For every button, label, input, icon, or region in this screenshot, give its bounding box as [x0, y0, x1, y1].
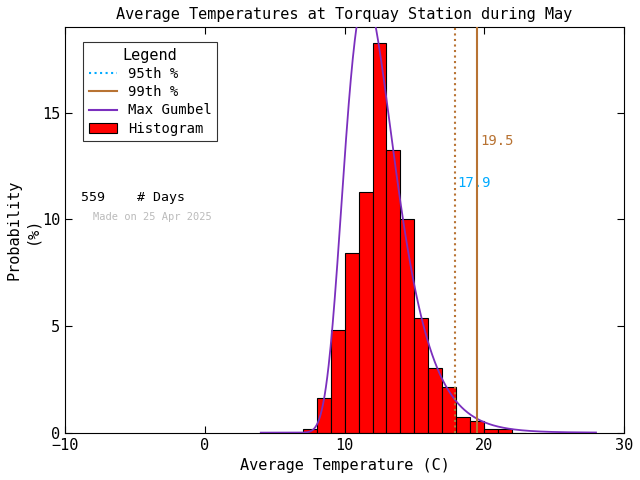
Bar	[484, 429, 498, 432]
Bar	[372, 43, 387, 432]
X-axis label: Average Temperature (C): Average Temperature (C)	[239, 458, 449, 473]
Bar	[303, 429, 317, 432]
Legend: 95th %, 99th %, Max Gumbel, Histogram: 95th %, 99th %, Max Gumbel, Histogram	[83, 42, 217, 141]
Bar	[498, 429, 512, 432]
Bar	[344, 253, 358, 432]
Bar	[456, 417, 470, 432]
Bar	[358, 192, 372, 432]
Bar	[415, 318, 428, 432]
Bar	[428, 368, 442, 432]
Bar	[317, 398, 331, 432]
Text: Made on 25 Apr 2025: Made on 25 Apr 2025	[93, 212, 212, 222]
Bar	[401, 219, 415, 432]
Text: 19.5: 19.5	[480, 133, 513, 148]
Bar	[331, 330, 344, 432]
Text: 17.9: 17.9	[458, 176, 492, 190]
Bar	[387, 150, 401, 432]
Text: 559    # Days: 559 # Days	[81, 192, 185, 204]
Bar	[442, 387, 456, 432]
Y-axis label: Probability
(%): Probability (%)	[7, 180, 39, 280]
Bar	[470, 421, 484, 432]
Title: Average Temperatures at Torquay Station during May: Average Temperatures at Torquay Station …	[116, 7, 573, 22]
